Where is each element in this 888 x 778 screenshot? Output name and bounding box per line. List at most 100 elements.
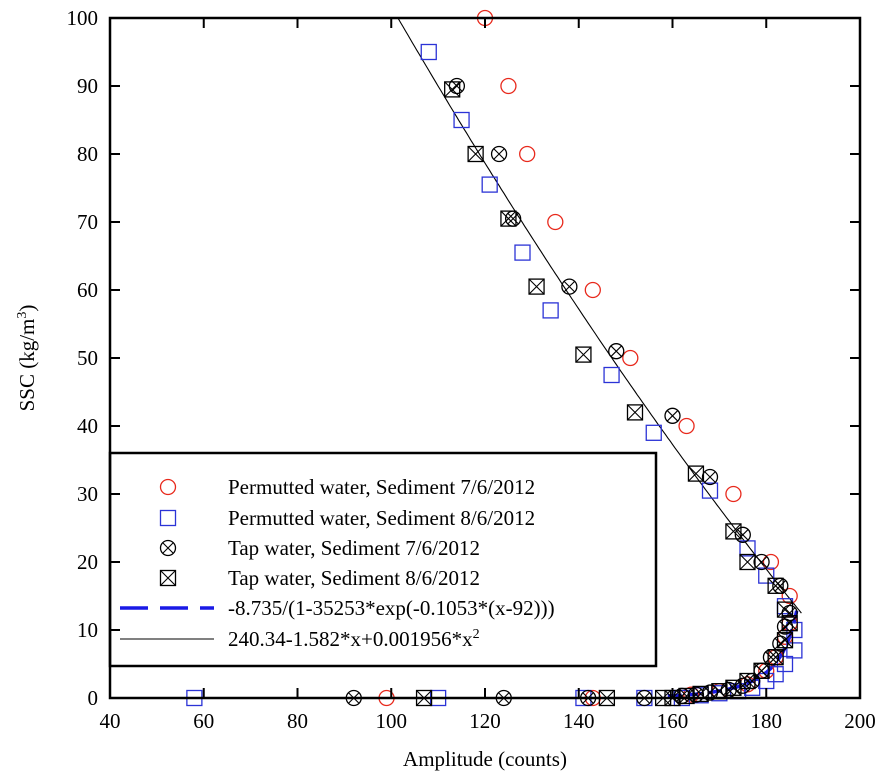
series-2-point-9 (739, 540, 756, 557)
series-4-point-3-shape (500, 210, 517, 227)
series-4-point-17-cross (725, 679, 742, 696)
series-3-point-7 (701, 468, 719, 486)
series-4-point-2 (467, 145, 484, 163)
series-4-point-8-shape (725, 523, 742, 540)
series-3-point-9 (753, 553, 770, 571)
series-4-point-12-cross (781, 615, 798, 632)
series-3-point-4-cross (563, 280, 576, 293)
series-4-point-18-cross (711, 683, 728, 700)
series-4-point-13-cross (777, 632, 793, 649)
legend-symbol-3 (159, 539, 177, 557)
series-2-point-11 (776, 598, 794, 615)
series-1-point-7 (678, 417, 695, 435)
series-2-point-7 (645, 424, 662, 441)
series-3-point-6 (664, 407, 681, 424)
series-3-point-4 (561, 278, 578, 295)
series-4-point-15 (753, 662, 770, 679)
series-4-point-6-cross (627, 404, 643, 421)
series-4-point-1-cross (444, 81, 461, 98)
series-2-point-4-shape (514, 244, 531, 261)
series-4-point-4-shape (528, 278, 545, 295)
x-tick-label-200: 200 (844, 709, 876, 733)
series-3-point-6-shape (664, 407, 681, 424)
x-tick-label-120: 120 (469, 709, 501, 733)
series-3-point-12 (776, 618, 794, 635)
legend-symbol-2-shape (159, 509, 177, 527)
y-tick-label-90: 90 (77, 74, 98, 98)
series-4-point-11-shape (776, 601, 794, 618)
series-4-point-20-shape (678, 687, 695, 705)
series-3-point-8-shape (734, 526, 751, 543)
series-4-point-15-shape (753, 662, 770, 679)
series-3-point-9-shape (753, 553, 770, 571)
series-2-point-14 (776, 655, 794, 673)
series-1-point-4 (547, 213, 564, 231)
series-4-point-19-shape (692, 685, 709, 703)
series-3-point-14-cross (765, 651, 777, 663)
series-2-point-12 (786, 621, 803, 639)
legend-label-quadratic-sup: 2 (473, 627, 480, 642)
series-2-point-13 (786, 642, 803, 659)
x-tick-label-60: 60 (193, 709, 214, 733)
series-3-point-10-cross (774, 580, 786, 592)
series-4-point-17 (725, 679, 742, 696)
y-tick-label-50: 50 (77, 346, 98, 370)
series-1-point-8-shape (725, 485, 742, 503)
series-4-point-7-shape (687, 465, 705, 482)
legend-label-3: Tap water, Sediment 7/6/2012 (228, 536, 480, 560)
series-4-point-12-shape (781, 615, 798, 632)
y-axis-title-main: SSC (kg/m (15, 319, 39, 412)
series-3-point-9-cross (755, 556, 768, 568)
legend: Permutted water, Sediment 7/6/2012 Permut… (108, 451, 658, 668)
series-4-point-14 (767, 649, 784, 666)
series-2-point-8-shape (701, 482, 719, 499)
series-3-point-5-shape (608, 343, 625, 360)
y-tick-label-40: 40 (77, 414, 98, 438)
legend-label-quadratic: 240.34-1.582*x+0.001956*x2 (228, 627, 480, 651)
x-tick-label-100: 100 (376, 709, 408, 733)
series-1-point-3-shape (519, 145, 536, 163)
series-2-point-13-shape (786, 642, 803, 659)
series-1-point-4-shape (547, 213, 564, 231)
series-2-point-1-shape (420, 43, 437, 61)
series-2-point-12-shape (786, 621, 803, 639)
series-2-point-4 (514, 244, 531, 261)
x-tick-label-160: 160 (657, 709, 689, 733)
series-2-point-2-shape (453, 111, 470, 129)
series-2-point-5-shape (542, 302, 559, 319)
series-4-point-1 (444, 81, 461, 98)
y-tick-label-30: 30 (77, 482, 98, 506)
x-tick-label-80: 80 (287, 709, 308, 733)
series-1-point-8 (725, 485, 742, 503)
y-tick-label-60: 60 (77, 278, 98, 302)
y-tick-label-0: 0 (88, 686, 99, 710)
series-3-point-3-cross (507, 212, 519, 225)
series-1-point-3 (519, 145, 536, 163)
series-1-point-9 (762, 553, 780, 571)
y-tick-label-70: 70 (77, 210, 98, 234)
legend-symbol-3-shape (159, 539, 177, 557)
series-2-point-6-shape (603, 366, 620, 384)
y-tick-label-100: 100 (67, 6, 99, 30)
series-1-point-5-shape (584, 281, 601, 299)
series-4-point-8-cross (725, 523, 742, 540)
legend-symbol-1-shape (159, 478, 177, 496)
series-4-point-1-shape (444, 81, 461, 98)
series-4-point-17-shape (725, 679, 742, 696)
series-4-point-20-cross (678, 688, 695, 704)
series-2-point-3 (481, 176, 498, 193)
series-4-point-4 (528, 278, 545, 295)
series-2-point-6 (603, 366, 620, 384)
series-4-point-16-cross (739, 673, 756, 689)
series-3-point-16-cross (746, 675, 758, 687)
fit-curve-quadratic (397, 18, 802, 614)
series-1-point-6 (622, 349, 639, 367)
y-tick-label-20: 20 (77, 550, 98, 574)
series-4-point-15-cross (753, 662, 770, 679)
legend-symbol-4 (159, 569, 177, 587)
series-4-point-3-cross (500, 210, 517, 227)
series-4-point-13 (776, 632, 794, 649)
legend-symbol-2 (159, 509, 177, 527)
series-4-point-5 (575, 346, 592, 363)
legend-label-exponential: -8.735/(1-35253*exp(-0.1053*(x-92))) (228, 596, 555, 620)
